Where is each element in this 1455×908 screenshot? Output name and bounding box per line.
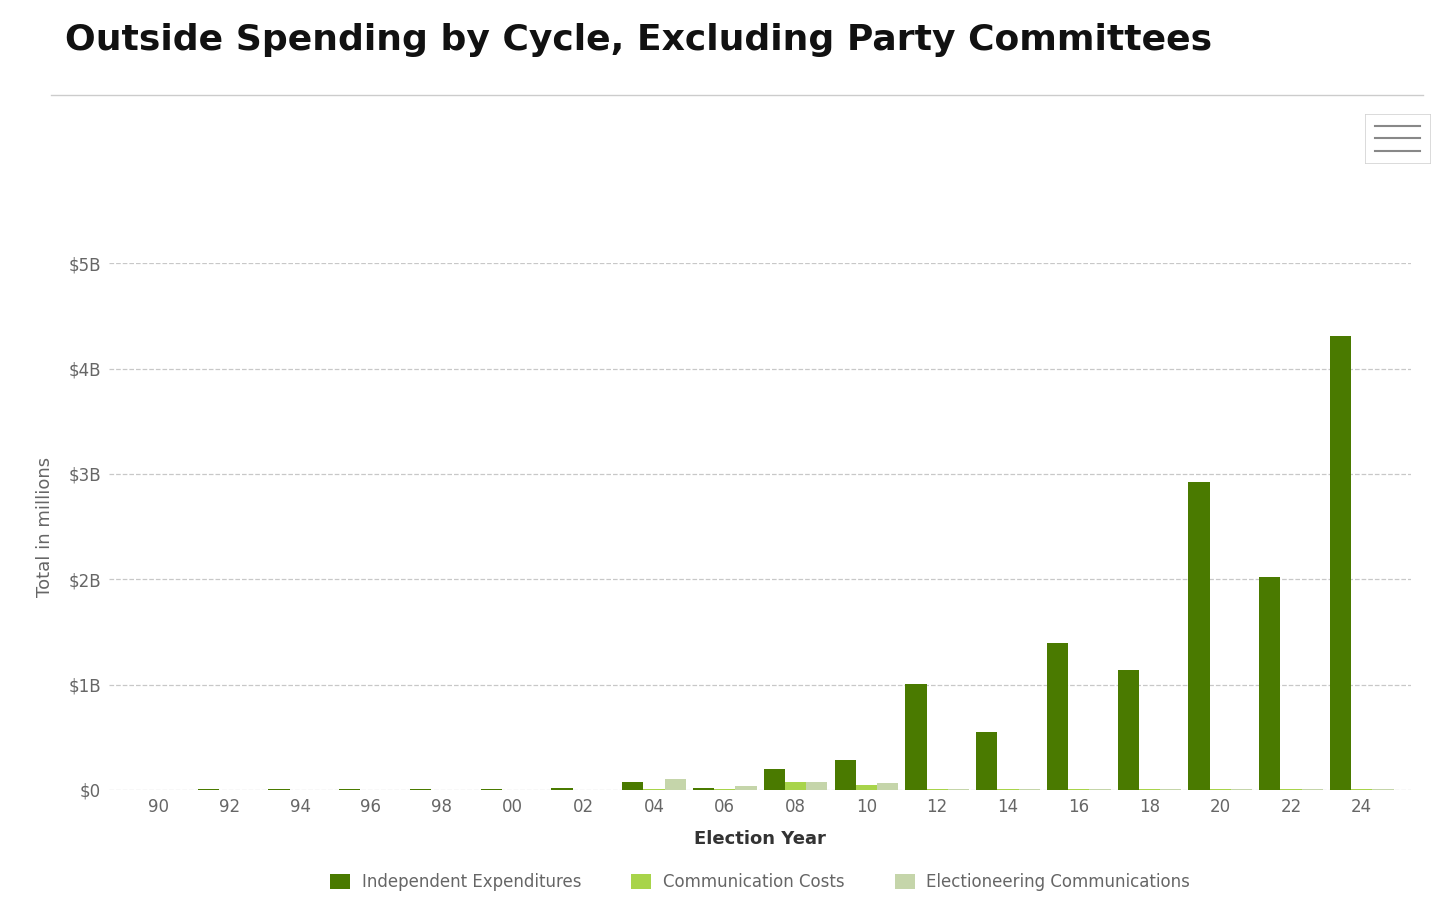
Bar: [1231, 789, 1253, 790]
Bar: [927, 789, 947, 790]
Bar: [786, 782, 806, 790]
Bar: [877, 783, 898, 790]
Bar: [1046, 643, 1068, 790]
Bar: [643, 789, 665, 790]
Bar: [1068, 789, 1090, 790]
Text: Outside Spending by Cycle, Excluding Party Committees: Outside Spending by Cycle, Excluding Par…: [65, 23, 1212, 56]
Bar: [623, 782, 643, 790]
Bar: [1330, 336, 1352, 790]
Bar: [835, 761, 856, 790]
Bar: [1189, 482, 1209, 790]
Bar: [339, 789, 361, 790]
Bar: [1259, 577, 1280, 790]
Bar: [1352, 789, 1372, 790]
X-axis label: Election Year: Election Year: [694, 830, 826, 848]
Bar: [905, 684, 927, 790]
Bar: [806, 782, 828, 790]
Bar: [976, 732, 997, 790]
Bar: [1209, 789, 1231, 790]
Bar: [480, 788, 502, 790]
Bar: [1372, 789, 1394, 790]
Bar: [764, 769, 786, 790]
Legend: Independent Expenditures, Communication Costs, Electioneering Communications: Independent Expenditures, Communication …: [323, 866, 1197, 897]
Bar: [1117, 670, 1139, 790]
Bar: [947, 789, 969, 790]
Bar: [551, 788, 573, 790]
Bar: [1280, 789, 1302, 790]
Bar: [1090, 789, 1110, 790]
Bar: [735, 785, 757, 790]
Bar: [665, 779, 685, 790]
Y-axis label: Total in millions: Total in millions: [36, 457, 54, 597]
Bar: [693, 788, 714, 790]
Bar: [856, 785, 877, 790]
